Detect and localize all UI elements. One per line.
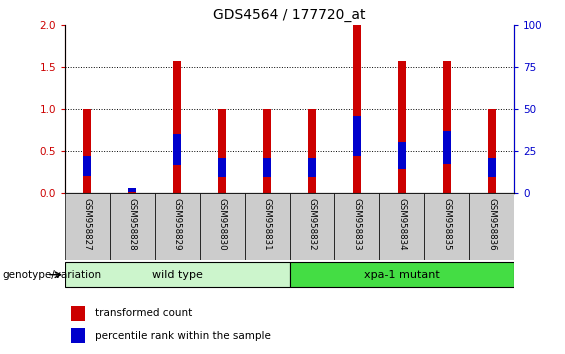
- Text: GSM958834: GSM958834: [397, 198, 406, 250]
- Text: wild type: wild type: [152, 270, 203, 280]
- Bar: [110, 193, 155, 260]
- Bar: [334, 193, 380, 260]
- Text: GSM958829: GSM958829: [173, 198, 182, 250]
- Bar: [218, 158, 226, 177]
- Text: percentile rank within the sample: percentile rank within the sample: [94, 331, 271, 341]
- Title: GDS4564 / 177720_at: GDS4564 / 177720_at: [214, 8, 366, 22]
- Bar: [200, 193, 245, 260]
- Bar: [71, 306, 85, 321]
- Bar: [71, 328, 85, 343]
- Bar: [128, 188, 136, 192]
- Bar: [308, 109, 316, 193]
- Bar: [398, 61, 406, 193]
- Text: GSM958827: GSM958827: [83, 198, 92, 250]
- Text: GSM958836: GSM958836: [487, 198, 496, 250]
- Bar: [353, 115, 361, 156]
- Text: genotype/variation: genotype/variation: [3, 270, 102, 280]
- Bar: [488, 158, 496, 177]
- Text: xpa-1 mutant: xpa-1 mutant: [364, 270, 440, 280]
- Text: GSM958831: GSM958831: [263, 198, 272, 250]
- Bar: [469, 193, 514, 260]
- Bar: [263, 158, 271, 177]
- Text: GSM958828: GSM958828: [128, 198, 137, 250]
- Bar: [218, 109, 226, 193]
- Bar: [263, 109, 271, 193]
- Text: GSM958830: GSM958830: [218, 198, 227, 250]
- Bar: [245, 193, 289, 260]
- Bar: [289, 262, 514, 287]
- Bar: [443, 61, 451, 193]
- Bar: [424, 193, 469, 260]
- Bar: [289, 193, 334, 260]
- Bar: [65, 193, 110, 260]
- Bar: [380, 193, 424, 260]
- Text: GSM958832: GSM958832: [307, 198, 316, 250]
- Bar: [128, 190, 136, 193]
- Bar: [173, 61, 181, 193]
- Bar: [353, 25, 361, 193]
- Bar: [308, 158, 316, 177]
- Bar: [155, 193, 200, 260]
- Bar: [84, 156, 92, 176]
- Bar: [488, 109, 496, 193]
- Bar: [84, 109, 92, 193]
- Text: transformed count: transformed count: [94, 308, 192, 318]
- Bar: [398, 143, 406, 170]
- Text: GSM958835: GSM958835: [442, 198, 451, 250]
- Bar: [173, 134, 181, 165]
- Bar: [65, 262, 289, 287]
- Bar: [443, 131, 451, 164]
- Text: GSM958833: GSM958833: [353, 198, 362, 250]
